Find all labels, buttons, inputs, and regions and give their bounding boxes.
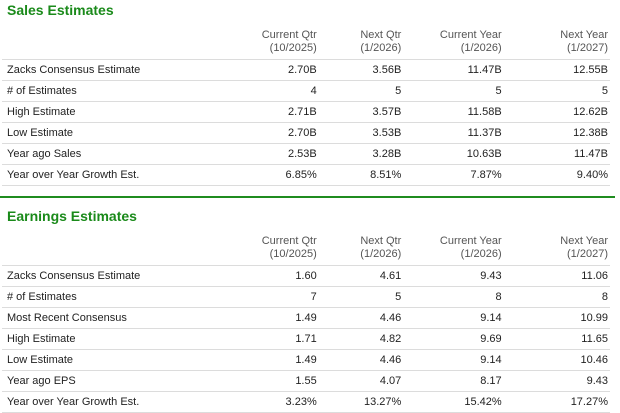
row-label: # of Estimates	[2, 80, 211, 102]
cell-value: 2.70B	[210, 59, 319, 81]
row-label: Year over Year Growth Est.	[2, 164, 211, 186]
table-row: High Estimate 2.71B 3.57B 11.58B 12.62B	[2, 101, 610, 123]
earnings-estimates-title: Earnings Estimates	[7, 208, 137, 224]
cell-value: 4.46	[318, 349, 404, 371]
cell-value: 8	[503, 286, 610, 308]
cell-value: 4.61	[318, 265, 404, 287]
header-next-qtr: Next Qtr (1/2026)	[360, 235, 402, 260]
cell-value: 1.49	[210, 307, 319, 329]
cell-value: 3.53B	[318, 122, 404, 144]
row-label: Year over Year Growth Est.	[2, 391, 211, 413]
cell-value: 11.58B	[403, 101, 504, 123]
row-label: Year ago Sales	[2, 143, 211, 165]
cell-value: 1.49	[210, 349, 319, 371]
cell-value: 8.17	[403, 370, 504, 392]
table-row: # of Estimates 7 5 8 8	[2, 286, 610, 308]
header-next-year: Next Year (1/2027)	[560, 235, 608, 260]
cell-value: 2.70B	[210, 122, 319, 144]
row-label: Low Estimate	[2, 122, 211, 144]
cell-value: 9.69	[403, 328, 504, 350]
cell-value: 11.65	[503, 328, 610, 350]
cell-value: 3.23%	[210, 391, 319, 413]
table-header-row: Current Qtr (10/2025) Next Qtr (1/2026) Cu…	[2, 235, 610, 266]
cell-value: 11.06	[503, 265, 610, 287]
cell-value: 9.43	[503, 370, 610, 392]
cell-value: 9.43	[403, 265, 504, 287]
row-label: Zacks Consensus Estimate	[2, 59, 211, 81]
cell-value: 10.63B	[403, 143, 504, 165]
header-next-year: Next Year (1/2027)	[560, 29, 608, 54]
sales-estimates-table: Current Qtr (10/2025) Next Qtr (1/2026) Cu…	[2, 29, 610, 186]
cell-value: 4.46	[318, 307, 404, 329]
table-row: High Estimate 1.71 4.82 9.69 11.65	[2, 328, 610, 350]
cell-value: 1.60	[210, 265, 319, 287]
cell-value: 6.85%	[210, 164, 319, 186]
cell-value: 11.37B	[403, 122, 504, 144]
cell-value: 11.47B	[403, 59, 504, 81]
cell-value: 9.14	[403, 307, 504, 329]
cell-value: 2.71B	[210, 101, 319, 123]
cell-value: 5	[318, 286, 404, 308]
cell-value: 5	[503, 80, 610, 102]
header-label-col	[2, 235, 210, 266]
cell-value: 12.55B	[503, 59, 610, 81]
table-row: Year over Year Growth Est. 6.85% 8.51% 7…	[2, 164, 610, 186]
table-row: Year ago Sales 2.53B 3.28B 10.63B 11.47B	[2, 143, 610, 165]
row-label: Zacks Consensus Estimate	[2, 265, 211, 287]
row-label: Year ago EPS	[2, 370, 211, 392]
cell-value: 13.27%	[318, 391, 404, 413]
header-current-qtr: Current Qtr (10/2025)	[261, 29, 317, 54]
table-row: Zacks Consensus Estimate 2.70B 3.56B 11.…	[2, 59, 610, 81]
cell-value: 11.47B	[503, 143, 610, 165]
cell-value: 9.40%	[503, 164, 610, 186]
cell-value: 3.56B	[318, 59, 404, 81]
table-row: Low Estimate 1.49 4.46 9.14 10.46	[2, 349, 610, 371]
row-label: Most Recent Consensus	[2, 307, 211, 329]
row-label: Low Estimate	[2, 349, 211, 371]
earnings-estimates-table: Current Qtr (10/2025) Next Qtr (1/2026) Cu…	[2, 235, 610, 413]
cell-value: 9.14	[403, 349, 504, 371]
cell-value: 8.51%	[318, 164, 404, 186]
cell-value: 4.07	[318, 370, 404, 392]
row-label: High Estimate	[2, 101, 211, 123]
cell-value: 5	[318, 80, 404, 102]
cell-value: 17.27%	[503, 391, 610, 413]
cell-value: 2.53B	[210, 143, 319, 165]
header-current-year: Current Year (1/2026)	[439, 235, 502, 260]
sales-estimates-title: Sales Estimates	[7, 2, 114, 18]
cell-value: 12.62B	[503, 101, 610, 123]
cell-value: 10.99	[503, 307, 610, 329]
cell-value: 7.87%	[403, 164, 504, 186]
cell-value: 15.42%	[403, 391, 504, 413]
row-label: High Estimate	[2, 328, 211, 350]
header-label-col	[2, 29, 210, 60]
cell-value: 7	[210, 286, 319, 308]
cell-value: 4.82	[318, 328, 404, 350]
table-row: Year over Year Growth Est. 3.23% 13.27% …	[2, 391, 610, 413]
cell-value: 12.38B	[503, 122, 610, 144]
row-label: # of Estimates	[2, 286, 211, 308]
table-row: Year ago EPS 1.55 4.07 8.17 9.43	[2, 370, 610, 392]
section-divider	[0, 196, 615, 198]
cell-value: 10.46	[503, 349, 610, 371]
header-next-qtr: Next Qtr (1/2026)	[360, 29, 402, 54]
table-row: Zacks Consensus Estimate 1.60 4.61 9.43 …	[2, 265, 610, 287]
table-row: Most Recent Consensus 1.49 4.46 9.14 10.…	[2, 307, 610, 329]
cell-value: 3.28B	[318, 143, 404, 165]
header-current-year: Current Year (1/2026)	[439, 29, 502, 54]
cell-value: 3.57B	[318, 101, 404, 123]
header-current-qtr: Current Qtr (10/2025)	[261, 235, 317, 260]
cell-value: 1.71	[210, 328, 319, 350]
cell-value: 8	[403, 286, 504, 308]
table-row: Low Estimate 2.70B 3.53B 11.37B 12.38B	[2, 122, 610, 144]
cell-value: 1.55	[210, 370, 319, 392]
cell-value: 5	[403, 80, 504, 102]
table-header-row: Current Qtr (10/2025) Next Qtr (1/2026) Cu…	[2, 29, 610, 60]
table-row: # of Estimates 4 5 5 5	[2, 80, 610, 102]
cell-value: 4	[210, 80, 319, 102]
